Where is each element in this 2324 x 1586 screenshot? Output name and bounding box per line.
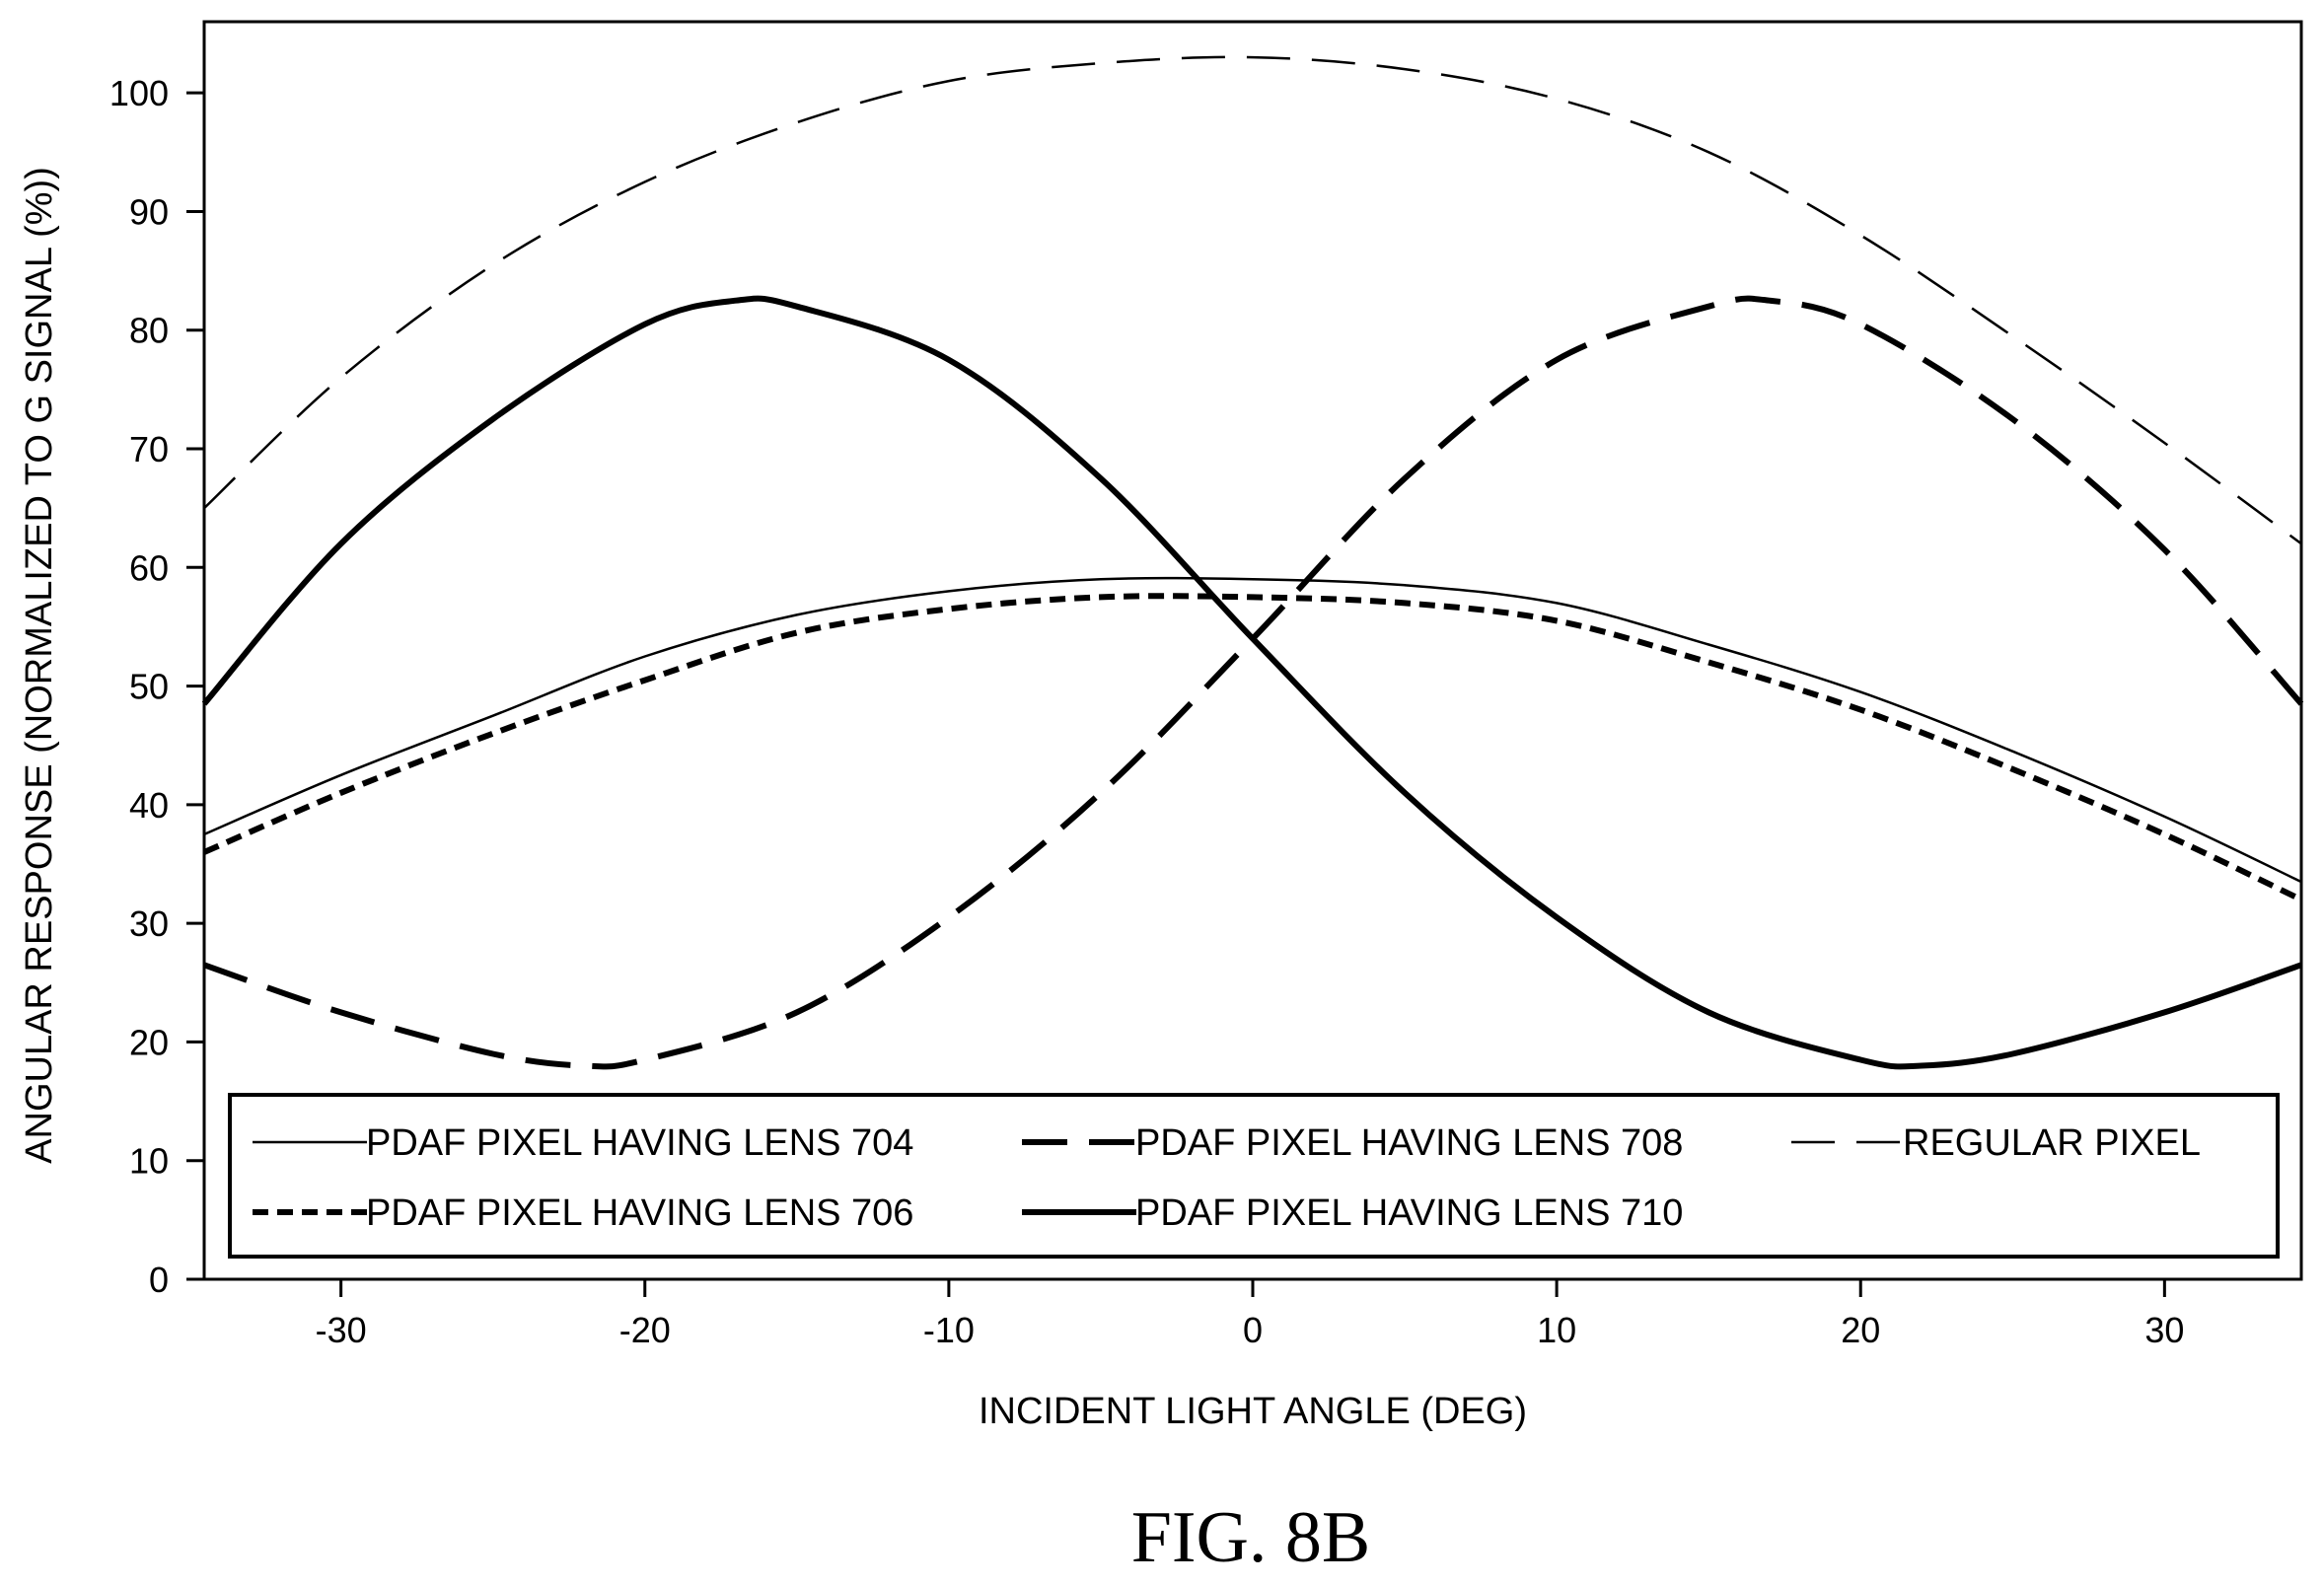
series-line-4 [201, 295, 2302, 1070]
x-tick-label: -20 [619, 1310, 671, 1350]
y-tick-label: 20 [129, 1022, 169, 1062]
y-tick-label: 30 [129, 903, 169, 944]
y-tick-label: 100 [109, 73, 169, 113]
axes: -30 -20 -10 0 10 20 30 0 10 20 30 40 50 60 70 80 90 100 [109, 20, 2303, 1350]
series-line-1 [203, 576, 2302, 884]
x-tick-label: -30 [316, 1310, 367, 1350]
y-tick-label: 90 [129, 191, 169, 232]
series-layer [201, 55, 2304, 1070]
y-tick-label: 40 [129, 785, 169, 826]
legend-label: REGULAR PIXEL [1903, 1122, 2201, 1164]
y-tick-label: 50 [129, 667, 169, 707]
y-tick-label: 10 [129, 1141, 169, 1182]
plot-frame [202, 20, 2303, 1281]
x-tick-label: 30 [2144, 1310, 2184, 1350]
legend: PDAF PIXEL HAVING LENS 704 PDAF PIXEL HAV… [228, 1093, 2280, 1259]
legend-label: PDAF PIXEL HAVING LENS 706 [366, 1192, 913, 1234]
series-line-5 [203, 55, 2302, 545]
y-axis-label: ANGULAR RESPONSE (NORMALIZED TO G SIGNAL… [19, 167, 60, 1164]
legend-label: PDAF PIXEL HAVING LENS 704 [366, 1122, 913, 1164]
y-tick-label: 70 [129, 429, 169, 469]
series-line-2 [202, 593, 2303, 902]
x-tick-label: 10 [1537, 1310, 1576, 1350]
series-line-3 [203, 295, 2304, 1070]
x-tick-label: 20 [1841, 1310, 1880, 1350]
legend-box [228, 1093, 2280, 1259]
figure-caption: FIG. 8B [1131, 1497, 1371, 1578]
x-tick-label: -10 [923, 1310, 975, 1350]
y-tick-label: 80 [129, 311, 169, 351]
legend-label: PDAF PIXEL HAVING LENS 710 [1135, 1192, 1683, 1234]
x-axis-label: INCIDENT LIGHT ANGLE (DEG) [979, 1391, 1527, 1432]
x-tick-label: 0 [1243, 1310, 1263, 1350]
legend-label: PDAF PIXEL HAVING LENS 708 [1135, 1122, 1683, 1164]
y-tick-label: 60 [129, 547, 169, 588]
y-tick-label: 0 [149, 1260, 169, 1300]
